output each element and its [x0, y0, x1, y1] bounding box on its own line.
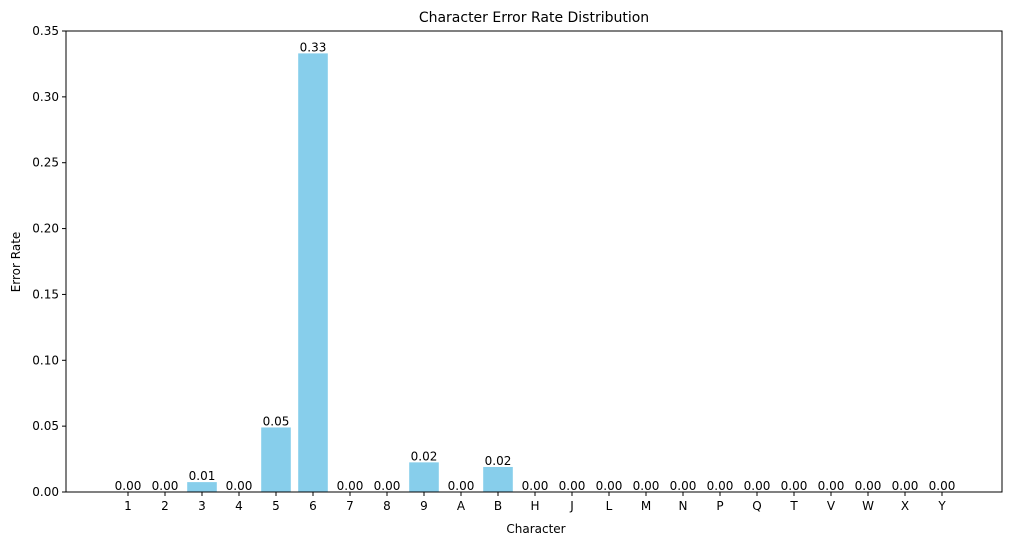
y-tick-label: 0.25 — [32, 156, 59, 170]
x-tick-label: J — [569, 499, 574, 513]
data-label-X: 0.00 — [892, 479, 919, 493]
data-label-Y: 0.00 — [929, 479, 956, 493]
y-tick-label: 0.15 — [32, 287, 59, 301]
x-tick-label: T — [789, 499, 798, 513]
data-label-W: 0.00 — [855, 479, 882, 493]
x-tick-label: 4 — [235, 499, 243, 513]
x-tick-label: 2 — [161, 499, 169, 513]
data-label-J: 0.00 — [559, 479, 586, 493]
x-tick-label: 1 — [124, 499, 132, 513]
x-tick-label: L — [606, 499, 613, 513]
bar-3 — [187, 482, 217, 492]
y-tick-label: 0.20 — [32, 222, 59, 236]
x-tick-label: H — [530, 499, 539, 513]
x-tick-label: Q — [752, 499, 761, 513]
data-label-2: 0.00 — [152, 479, 179, 493]
data-label-P: 0.00 — [707, 479, 734, 493]
y-tick-label: 0.05 — [32, 419, 59, 433]
x-tick-label: M — [641, 499, 651, 513]
y-tick-label: 0.35 — [32, 24, 59, 38]
x-tick-label: 8 — [383, 499, 391, 513]
data-label-N: 0.00 — [670, 479, 697, 493]
data-label-M: 0.00 — [633, 479, 660, 493]
data-label-7: 0.00 — [337, 479, 364, 493]
bar-5 — [261, 427, 291, 492]
data-label-L: 0.00 — [596, 479, 623, 493]
x-tick-label: N — [679, 499, 688, 513]
data-label-5: 0.05 — [263, 414, 290, 428]
x-tick-label: 6 — [309, 499, 317, 513]
x-axis-label: Character — [506, 522, 565, 536]
x-tick-label: P — [716, 499, 723, 513]
x-ticks-layer: 1 2 3 4 5 6 7 8 9 A B H J L M N P Q T V W X Y — [124, 492, 946, 513]
x-tick-label: 7 — [346, 499, 354, 513]
data-label-1: 0.00 — [115, 479, 142, 493]
y-tick-label: 0.00 — [32, 485, 59, 499]
data-label-3: 0.01 — [189, 469, 216, 483]
x-tick-label: B — [494, 499, 502, 513]
x-tick-label: W — [862, 499, 874, 513]
data-label-B: 0.02 — [485, 454, 512, 468]
y-tick-label: 0.10 — [32, 353, 59, 367]
bars-layer — [187, 53, 513, 492]
bar-6 — [298, 53, 328, 492]
data-label-8: 0.00 — [374, 479, 401, 493]
bar-B — [483, 466, 513, 492]
data-label-A: 0.00 — [448, 479, 475, 493]
x-tick-label: 3 — [198, 499, 206, 513]
data-label-6: 0.33 — [300, 40, 327, 54]
y-tick-label: 0.30 — [32, 90, 59, 104]
data-label-Q: 0.00 — [744, 479, 771, 493]
data-label-4: 0.00 — [226, 479, 253, 493]
x-tick-label: A — [457, 499, 466, 513]
bar-9 — [409, 462, 439, 492]
data-label-H: 0.00 — [522, 479, 549, 493]
chart-title: Character Error Rate Distribution — [419, 10, 649, 26]
data-label-T: 0.00 — [781, 479, 808, 493]
x-tick-label: X — [901, 499, 909, 513]
y-ticks-layer: 0.00 0.05 0.10 0.15 0.20 0.25 0.30 0.35 — [32, 24, 66, 499]
x-tick-label: Y — [937, 499, 946, 513]
x-tick-label: 9 — [420, 499, 428, 513]
y-axis-label: Error Rate — [9, 232, 23, 293]
x-tick-label: 5 — [272, 499, 280, 513]
data-label-9: 0.02 — [411, 449, 438, 463]
x-tick-label: V — [827, 499, 836, 513]
data-label-V: 0.00 — [818, 479, 845, 493]
data-labels-layer: 0.00 0.00 0.01 0.00 0.05 0.33 0.00 0.00 0.02 0.00… — [115, 40, 956, 493]
axes-frame — [65, 30, 1003, 493]
